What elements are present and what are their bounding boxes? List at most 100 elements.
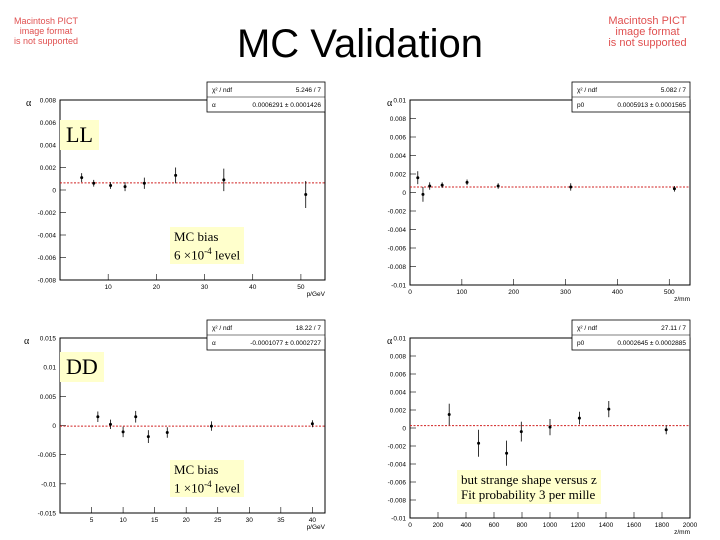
y-axis-label: α <box>24 336 30 347</box>
data-point <box>607 407 611 411</box>
x-tick-label: 200 <box>433 522 444 529</box>
x-tick-label: 10 <box>105 284 113 291</box>
x-axis-label: z/mm <box>674 296 690 303</box>
x-tick-label: 400 <box>612 289 623 296</box>
y-tick-label: -0.002 <box>388 444 407 451</box>
data-point <box>146 435 150 439</box>
data-point <box>134 415 138 419</box>
y-tick-label: 0 <box>402 190 406 197</box>
data-point <box>108 422 112 426</box>
data-point <box>174 173 178 177</box>
x-tick-label: 0 <box>408 522 412 529</box>
x-tick-label: 30 <box>246 517 254 524</box>
note-line: MC bias <box>174 462 219 477</box>
note-line: MC bias <box>174 229 219 244</box>
y-tick-label: 0.005 <box>40 394 57 401</box>
y-tick-label: 0.004 <box>390 390 407 397</box>
x-tick-label: 800 <box>517 522 528 529</box>
data-point <box>123 185 127 189</box>
data-point <box>447 413 451 416</box>
x-tick-label: 20 <box>183 517 191 524</box>
x-tick-label: 100 <box>456 289 467 296</box>
x-tick-label: 5 <box>90 517 94 524</box>
note-text: 1 ×10 <box>174 480 205 496</box>
x-tick-label: 40 <box>309 517 317 524</box>
x-tick-label: 25 <box>214 517 222 524</box>
y-tick-label: -0.015 <box>38 511 57 518</box>
note-exponent: -4 <box>204 246 212 256</box>
chart-ll-p: -0.008 -0.006 -0.004 -0.002 0 0.002 0.004 0.006… <box>26 81 326 298</box>
data-point <box>440 183 444 187</box>
y-tick-label: 0 <box>52 423 56 430</box>
pict-line: Macintosh PICT <box>13 16 79 26</box>
stats-value: 0.0006291 ± 0.0001426 <box>252 102 321 109</box>
stats-value: 27.11 / 7 <box>661 325 686 332</box>
x-tick-label: 0 <box>408 289 412 296</box>
stats-label: χ² / ndf <box>212 87 232 94</box>
pict-line: is not supported <box>13 36 79 46</box>
chart-ll-z: -0.01 -0.008 -0.006 -0.004 -0.002 0 0.002 0.004… <box>387 81 691 303</box>
note-text: level <box>211 247 241 263</box>
x-tick-label: 20 <box>153 284 161 291</box>
x-tick-label: 400 <box>461 522 472 529</box>
pict-placeholder-right: Macintosh PICT image format is not suppo… <box>585 16 710 49</box>
stats-value: 5.246 / 7 <box>296 87 322 94</box>
stats-label: p0 <box>577 102 585 109</box>
x-tick-label: 10 <box>119 517 127 524</box>
stats-label: χ² / ndf <box>212 325 232 332</box>
pict-placeholder-left: Macintosh PICT image format is not suppo… <box>6 16 86 46</box>
stats-value: 0.0005913 ± 0.0001565 <box>617 102 686 109</box>
y-tick-label: 0 <box>402 426 406 433</box>
y-tick-label: -0.002 <box>38 210 57 217</box>
x-tick-label: 1200 <box>571 522 586 529</box>
stats-value: 0.0002645 ± 0.0002885 <box>617 340 686 347</box>
data-point <box>505 451 509 455</box>
data-point <box>165 431 169 434</box>
chart-dd-p: -0.015 -0.01 -0.005 0 0.005 0.01 0.015 5 10 15 20 2… <box>24 319 326 531</box>
stats-label: χ² / ndf <box>577 87 597 94</box>
data-point <box>96 415 100 419</box>
y-tick-label: -0.008 <box>388 498 407 505</box>
x-tick-label: 2000 <box>683 522 698 529</box>
data-point <box>477 441 481 445</box>
data-point <box>577 416 581 420</box>
stats-value: -0.0001077 ± 0.0002727 <box>250 340 321 347</box>
data-point <box>80 176 84 180</box>
y-tick-label: -0.01 <box>391 516 406 523</box>
x-tick-label: 600 <box>489 522 500 529</box>
y-tick-label: -0.004 <box>388 462 407 469</box>
x-tick-label: 1400 <box>599 522 614 529</box>
data-point <box>428 184 432 188</box>
x-tick-label: 40 <box>249 284 257 291</box>
x-tick-label: 1800 <box>655 522 670 529</box>
data-point <box>109 184 113 187</box>
x-tick-label: 50 <box>297 284 305 291</box>
x-tick-label: 30 <box>201 284 209 291</box>
data-point <box>672 187 676 191</box>
y-axis-label: α <box>387 98 393 109</box>
note-text: level <box>211 480 241 496</box>
data-point <box>304 193 308 196</box>
y-axis-label: α <box>26 98 32 109</box>
data-point <box>421 192 425 196</box>
note-line: Fit probability 3 per mille <box>461 487 596 502</box>
x-axis-label: p/GeV <box>307 524 326 531</box>
data-point <box>121 430 125 434</box>
y-axis-label: α <box>387 336 393 347</box>
data-point <box>569 185 573 189</box>
y-tick-label: 0.01 <box>393 98 406 105</box>
pict-line: Macintosh PICT <box>608 15 687 27</box>
y-tick-label: 0.01 <box>393 336 406 343</box>
y-tick-label: 0.002 <box>390 172 407 179</box>
page-title: MC Validation <box>236 22 484 66</box>
data-point <box>548 425 552 429</box>
y-tick-label: -0.002 <box>388 209 407 216</box>
z-shape-note: but strange shape versus z Fit probabili… <box>457 470 601 504</box>
chart-dd-z: -0.01 -0.008 -0.006 -0.004 -0.002 0 0.002 0.004… <box>387 319 698 536</box>
data-point <box>496 184 500 188</box>
dd-bias-note: MC bias 1 ×10-4 level <box>170 460 245 498</box>
x-tick-label: 200 <box>508 289 519 296</box>
y-tick-label: -0.005 <box>38 452 57 459</box>
x-axis-label: z/mm <box>674 529 690 536</box>
y-tick-label: -0.004 <box>38 233 57 240</box>
